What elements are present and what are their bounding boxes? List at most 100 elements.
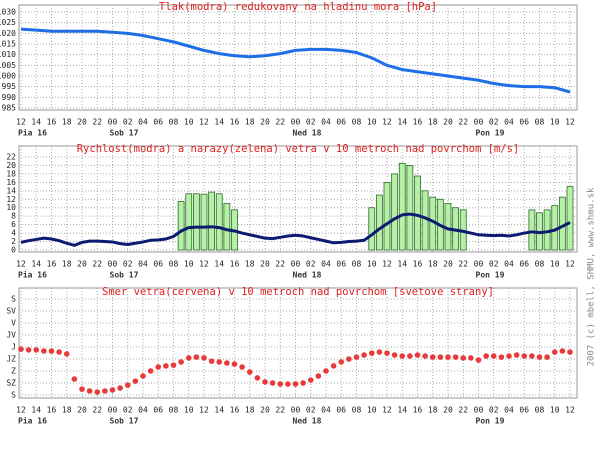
direction-point	[239, 364, 245, 370]
direction-point	[567, 349, 573, 355]
y-tick-label: 6	[11, 220, 16, 229]
y-tick-label: 0	[11, 246, 16, 255]
y-tick-label: SV	[6, 307, 16, 316]
series-line	[20, 27, 571, 94]
x-tick-label: 20	[443, 406, 453, 415]
direction-point	[254, 375, 261, 381]
day-label: Pon 19	[476, 271, 505, 280]
direction-point	[330, 363, 337, 369]
x-tick-label: 08	[352, 406, 362, 415]
x-tick-label: 12	[199, 118, 209, 127]
x-tick-label: 10	[550, 260, 560, 269]
direction-point	[63, 351, 70, 357]
gust-bar	[208, 191, 216, 251]
x-tick-label: 00	[291, 406, 301, 415]
direction-point	[391, 352, 398, 358]
gust-bar	[383, 181, 391, 251]
y-tick-label: 12	[6, 195, 16, 204]
x-tick-label: 08	[352, 118, 362, 127]
x-tick-label: 14	[31, 118, 41, 127]
x-tick-label: 20	[260, 260, 270, 269]
direction-point	[315, 373, 322, 379]
direction-point	[292, 381, 299, 387]
day-label: Sob 17	[110, 129, 139, 138]
x-tick-label: 14	[214, 406, 224, 415]
direction-point	[300, 380, 306, 386]
chart-title: Smer vetra(cervena) v 10 metroch nad pov…	[102, 286, 494, 298]
direction-point	[483, 353, 489, 359]
x-tick-label: 02	[306, 118, 316, 127]
x-tick-label: 00	[291, 260, 301, 269]
gust-bar	[192, 193, 200, 251]
direction-point	[193, 354, 200, 360]
x-tick-label: 22	[92, 118, 102, 127]
chart-title: Rychlost(modra) a narazy(zelena) vetra v…	[77, 143, 520, 155]
x-tick-label: 12	[382, 118, 392, 127]
y-tick-label: 22	[6, 153, 16, 162]
direction-point	[559, 348, 566, 354]
direction-point	[132, 378, 139, 384]
y-tick-label: 1025	[0, 18, 16, 27]
x-tick-label: 02	[123, 406, 133, 415]
x-tick-label: 18	[428, 118, 438, 127]
x-tick-label: 22	[92, 260, 102, 269]
y-tick-label: S	[11, 295, 16, 304]
x-tick-label: 18	[62, 260, 72, 269]
x-tick-label: 04	[321, 118, 331, 127]
direction-point	[124, 382, 131, 388]
direction-point	[178, 359, 184, 365]
y-tick-label: 4	[11, 229, 16, 238]
direction-point	[246, 369, 253, 375]
gust-bar	[566, 186, 574, 251]
direction-point	[338, 359, 345, 365]
direction-point	[422, 353, 428, 359]
gust-bar	[391, 173, 399, 251]
x-tick-label: 02	[123, 118, 133, 127]
direction-point	[33, 347, 40, 353]
direction-point	[231, 361, 238, 367]
direction-point	[18, 346, 24, 352]
x-tick-label: 06	[336, 118, 346, 127]
direction-point	[429, 354, 436, 360]
y-tick-label: 18	[6, 169, 16, 178]
direction-point	[529, 353, 535, 359]
direction-point	[513, 352, 520, 358]
x-tick-label: 08	[352, 260, 362, 269]
direction-point	[86, 388, 93, 394]
direction-point	[216, 359, 223, 365]
x-tick-label: 02	[489, 260, 499, 269]
x-tick-label: 16	[47, 406, 57, 415]
gust-bar	[414, 175, 421, 251]
gust-bar	[406, 165, 414, 251]
x-tick-label: 20	[443, 260, 453, 269]
x-tick-label: 16	[47, 260, 57, 269]
day-label: Sob 17	[110, 271, 139, 280]
direction-point	[155, 364, 162, 370]
x-tick-label: 04	[504, 406, 514, 415]
gust-bar	[223, 203, 231, 251]
x-tick-label: 00	[108, 406, 118, 415]
x-tick-label: 18	[428, 260, 438, 269]
direction-point	[277, 381, 284, 387]
x-tick-label: 04	[321, 260, 331, 269]
day-label: Pon 19	[476, 129, 505, 138]
x-tick-label: 06	[336, 260, 346, 269]
x-tick-label: 16	[230, 406, 240, 415]
direction-point	[521, 353, 528, 359]
gust-bar	[368, 207, 376, 251]
x-tick-label: 14	[31, 406, 41, 415]
direction-point	[71, 376, 78, 382]
x-tick-label: 22	[92, 406, 102, 415]
y-tick-label: 14	[6, 186, 16, 195]
direction-point	[361, 352, 367, 358]
x-tick-label: 18	[62, 118, 72, 127]
direction-point	[384, 350, 390, 356]
direction-point	[452, 354, 459, 360]
x-tick-label: 16	[413, 260, 423, 269]
x-tick-label: 02	[306, 260, 316, 269]
x-tick-label: 22	[275, 406, 285, 415]
day-label: Pon 19	[476, 417, 505, 426]
direction-point	[185, 355, 192, 361]
direction-point	[490, 353, 497, 359]
x-tick-label: 16	[230, 118, 240, 127]
